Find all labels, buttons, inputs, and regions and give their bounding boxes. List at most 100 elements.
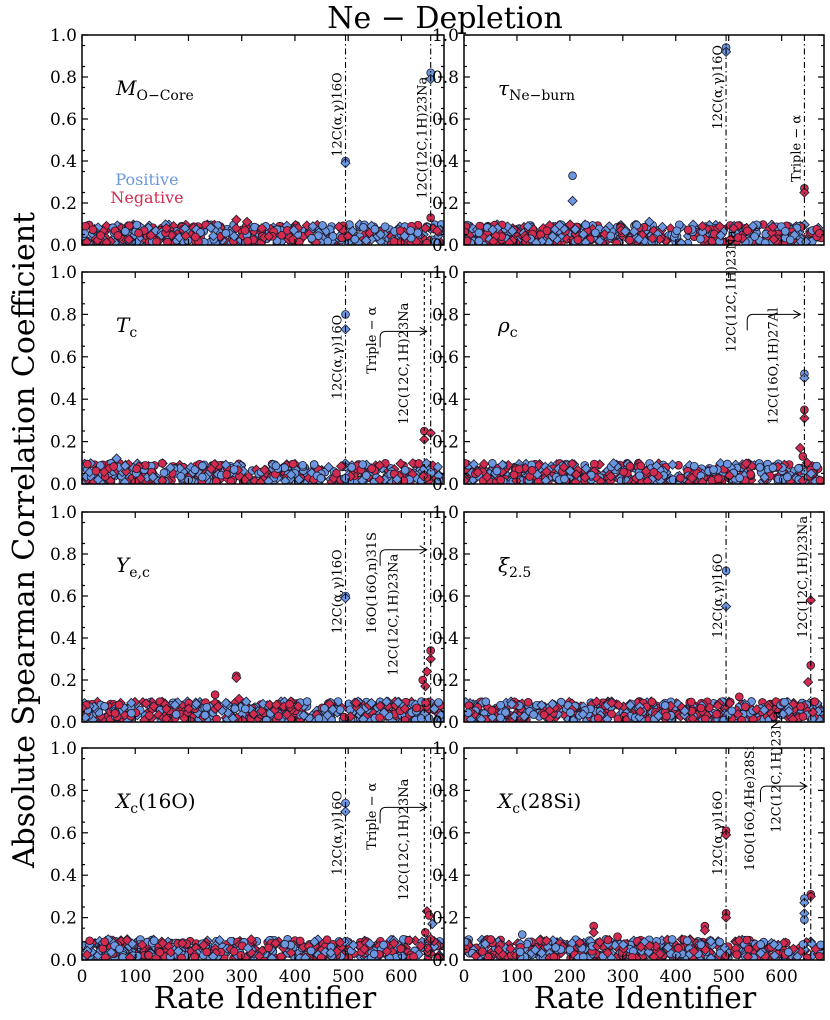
data-point-background (157, 475, 168, 484)
data-point-background (288, 225, 300, 236)
data-point-background (488, 459, 497, 468)
data-point-background (274, 711, 283, 721)
y-tick-label: 0.2 (432, 671, 459, 691)
data-point-background (648, 951, 660, 960)
data-point-highlight (644, 216, 655, 228)
data-point-background (96, 231, 105, 240)
data-point-background (749, 715, 758, 722)
y-tick-label: 0.6 (50, 110, 77, 130)
y-tick-label: 0.0 (50, 951, 77, 971)
data-point-background (497, 459, 508, 470)
data-point-background (577, 709, 589, 720)
data-point-background (396, 944, 406, 954)
data-point-background (602, 714, 613, 722)
data-point-background (788, 943, 799, 955)
data-point-background (113, 231, 123, 240)
y-tick-label: 0.6 (432, 348, 459, 368)
data-point-background (732, 950, 742, 959)
data-point-background (544, 713, 555, 722)
data-point-background (399, 703, 411, 714)
y-tick-label: 0.8 (432, 545, 459, 565)
panel-label-sub: 2.5 (509, 565, 531, 581)
data-point-background (101, 237, 112, 245)
data-point-background (281, 709, 293, 720)
panel-label-sub: Ne−burn (509, 88, 575, 104)
data-point-background (564, 219, 576, 230)
data-point-background (323, 237, 332, 245)
data-point-background (787, 714, 799, 722)
data-point-background (298, 460, 307, 470)
data-point-background (257, 698, 269, 710)
data-point-background (521, 233, 532, 244)
data-point-background (191, 232, 200, 242)
data-point-background (121, 227, 130, 236)
y-tick-label: 0.8 (50, 305, 77, 325)
data-point-background (606, 697, 617, 709)
x-tick-label: 600 (765, 967, 797, 987)
panel-label-sub: c (512, 801, 520, 817)
annotation-label: 12C(16O,1H)27Al (767, 308, 782, 425)
data-point-background (145, 230, 157, 241)
data-point-background (298, 710, 309, 721)
data-point-background (468, 459, 480, 470)
data-point-background (593, 713, 603, 722)
data-point-background (728, 223, 739, 234)
y-tick-label: 0.8 (50, 68, 77, 88)
annotation-label: 12C(12C,1H)23Na (386, 553, 401, 675)
data-point-background (486, 935, 496, 944)
data-point-background (110, 709, 120, 718)
y-tick-label: 0.8 (432, 68, 459, 88)
data-point-background (667, 459, 678, 470)
data-point-background (558, 461, 570, 473)
data-point-background (662, 711, 671, 721)
data-point-background (325, 947, 336, 958)
data-point-background (487, 706, 497, 715)
y-tick-label: 1.0 (432, 739, 459, 759)
data-point-background (751, 704, 762, 715)
data-point-background (756, 940, 765, 949)
data-point-highlight (427, 918, 438, 930)
data-point-background (560, 474, 569, 484)
data-point-background (395, 226, 405, 236)
data-point-background (179, 713, 190, 722)
panel-frame (81, 747, 445, 961)
data-point-background (148, 701, 159, 712)
y-tick-label: 0.6 (432, 824, 459, 844)
data-point-background (123, 234, 135, 245)
panel-label-sub: e,c (129, 565, 150, 581)
data-point-background (348, 940, 359, 951)
data-point-background (603, 935, 613, 945)
data-point-background (549, 952, 559, 960)
panel-frame (463, 511, 825, 723)
data-point-background (750, 232, 759, 241)
annotation-arrow (746, 313, 801, 331)
x-tick-label: 100 (501, 967, 533, 987)
data-point-background (719, 942, 730, 954)
x-tick-label: 500 (332, 967, 364, 987)
y-tick-label: 0.0 (50, 475, 77, 495)
data-point-background (431, 237, 440, 245)
data-point-background (231, 223, 242, 234)
data-point-background (300, 952, 311, 960)
data-point-background (415, 940, 426, 952)
data-point-background (214, 935, 225, 946)
data-point-background (696, 234, 705, 244)
panel-frame (81, 271, 445, 485)
data-point-background (688, 946, 700, 957)
annotation-label: 12C(α,γ)16O (711, 45, 726, 130)
data-point-background (127, 708, 136, 718)
x-tick-label: 0 (459, 967, 470, 987)
data-point-background (92, 474, 104, 484)
data-point-background (285, 947, 297, 958)
data-point-highlight (613, 932, 622, 941)
annotation-label: Triple − α (365, 782, 380, 849)
data-point-background (435, 709, 444, 721)
data-point-highlight (340, 157, 351, 169)
data-point-background (263, 231, 275, 242)
data-point-background (570, 224, 581, 235)
data-point-background (264, 943, 273, 953)
data-point-background (712, 700, 724, 711)
data-point-background (399, 230, 410, 242)
data-point-background (375, 713, 384, 722)
y-tick-label: 0.6 (50, 587, 77, 607)
